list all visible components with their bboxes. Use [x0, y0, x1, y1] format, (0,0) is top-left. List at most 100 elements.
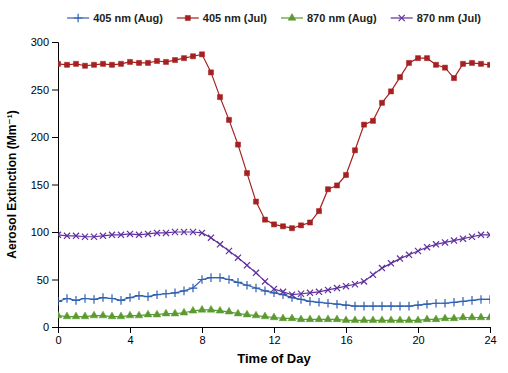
series-marker — [324, 299, 333, 308]
series-marker — [450, 298, 459, 307]
series-marker — [468, 296, 477, 305]
legend-item: 870 nm (Aug) — [281, 12, 377, 24]
series-marker — [217, 95, 222, 100]
series — [58, 229, 490, 298]
series-marker — [144, 292, 153, 301]
series-marker — [135, 311, 143, 318]
x-axis-tick-label: 20 — [412, 334, 424, 346]
series-marker — [361, 122, 366, 127]
legend-label: 870 nm (Jul) — [417, 12, 482, 24]
series-marker — [486, 295, 490, 304]
x-axis-tick-mark — [274, 327, 275, 333]
y-axis-tick-label: 250 — [31, 84, 49, 96]
series-marker — [136, 232, 142, 238]
series-marker — [262, 278, 268, 284]
series-marker — [360, 316, 368, 323]
series-marker — [442, 239, 448, 245]
legend-label: 405 nm (Aug) — [93, 12, 163, 24]
series-marker — [307, 220, 312, 225]
series-marker — [216, 306, 224, 313]
series-marker — [352, 281, 358, 287]
series-marker — [334, 285, 340, 291]
x-axis-tick-label: 4 — [127, 334, 133, 346]
y-axis-tick-mark — [52, 42, 58, 43]
series-marker — [316, 209, 321, 214]
series-marker — [315, 315, 323, 322]
series-marker — [154, 58, 159, 63]
series-marker — [406, 252, 412, 258]
series-marker — [198, 275, 207, 284]
series-marker — [172, 229, 178, 235]
series — [58, 273, 490, 310]
series-marker — [162, 309, 170, 316]
series-marker — [244, 171, 249, 176]
series-marker — [460, 61, 465, 66]
series-marker — [361, 278, 367, 284]
series-marker — [252, 284, 261, 293]
x-axis-tick: 12 — [268, 327, 280, 346]
series-marker — [360, 302, 369, 311]
series-marker — [451, 237, 457, 243]
series-marker — [414, 316, 422, 323]
series-marker — [306, 297, 315, 306]
x-axis-tick: 4 — [127, 327, 133, 346]
y-axis-tick: 150 — [31, 179, 58, 191]
series-marker — [144, 310, 152, 317]
x-axis-tick-label: 16 — [340, 334, 352, 346]
series-marker — [58, 232, 61, 238]
series-marker — [477, 295, 486, 304]
series-marker — [460, 236, 466, 242]
y-axis-tick-mark — [52, 232, 58, 233]
series-marker — [72, 296, 81, 305]
legend-item: 405 nm (Jul) — [177, 12, 268, 24]
series-marker — [388, 260, 394, 266]
series-marker — [153, 310, 161, 317]
series-marker — [172, 58, 177, 63]
series-marker — [423, 315, 431, 322]
legend-symbol — [74, 14, 83, 23]
series-marker — [387, 302, 396, 311]
series-marker — [91, 62, 96, 67]
series-marker — [58, 61, 61, 66]
y-axis-tick-label: 150 — [31, 179, 49, 191]
series-marker — [342, 301, 351, 310]
series-layer — [58, 52, 490, 323]
series-marker — [100, 233, 106, 239]
x-axis-tick-label: 8 — [199, 334, 205, 346]
series-marker — [271, 286, 277, 292]
x-axis: 04812162024 — [55, 327, 496, 346]
series-marker — [378, 316, 386, 323]
series-marker — [91, 234, 97, 240]
series-marker — [405, 316, 413, 323]
series-marker — [378, 302, 387, 311]
series-marker — [82, 234, 88, 240]
series-marker — [379, 265, 385, 271]
x-axis-line — [59, 328, 491, 334]
series-marker — [73, 233, 79, 239]
series-marker — [478, 232, 484, 238]
x-axis-tick-mark — [490, 327, 491, 333]
series-marker — [469, 234, 475, 240]
series-marker — [189, 284, 198, 293]
series-marker — [397, 75, 402, 80]
series-marker — [154, 230, 160, 236]
series-marker — [243, 310, 251, 317]
series-marker — [307, 290, 313, 296]
series-marker — [352, 148, 357, 153]
series-marker — [333, 300, 342, 309]
series-marker — [153, 290, 162, 299]
series-marker — [171, 309, 179, 316]
y-axis-tick-mark — [52, 327, 58, 328]
series-marker — [63, 294, 72, 303]
series-marker — [333, 315, 341, 322]
series-marker — [63, 312, 71, 319]
series-marker — [235, 255, 241, 261]
series-marker — [73, 61, 78, 66]
series-marker — [468, 313, 476, 320]
series-marker — [487, 62, 490, 67]
series-marker — [244, 262, 250, 268]
series-marker — [316, 289, 322, 295]
series-marker — [271, 222, 276, 227]
series-marker — [181, 56, 186, 61]
chart: 04812162024050100150200250300Time of Day… — [0, 0, 508, 373]
